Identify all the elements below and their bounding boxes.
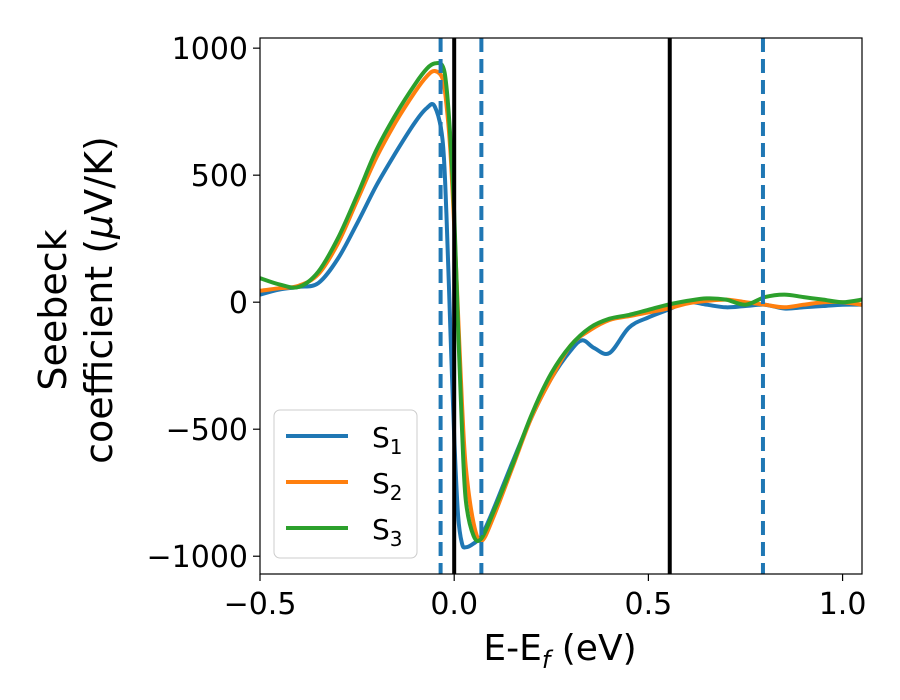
series-layer (260, 61, 862, 550)
y-tick-label: 500 (191, 159, 248, 194)
legend-entry-s2: S2 (286, 467, 403, 505)
y-tick-label: −1000 (147, 540, 248, 575)
legend-label-s1: S1 (372, 421, 403, 459)
legend-entry-s1: S1 (286, 421, 403, 459)
legend-entry-s3: S3 (286, 513, 403, 551)
x-tick-label: −0.5 (224, 587, 297, 622)
y-tick-label: 1000 (172, 32, 248, 67)
x-tick-label: 1.0 (819, 587, 867, 622)
reference-lines (438, 38, 765, 574)
plot-frame (259, 37, 863, 575)
legend-label-s3: S3 (372, 513, 403, 551)
series-line-s3 (260, 61, 862, 543)
y-axis-label-line1: Seebeck (31, 229, 75, 390)
axis-ticks: −0.5 0.0 0.5 1.0 1000 500 0 −500 −1000 (147, 32, 867, 622)
legend-label-s2: S2 (372, 467, 403, 505)
y-axis-label-line2: coefficient (μV/K) (77, 136, 121, 464)
x-axis-label: E-Ef (eV) (483, 628, 636, 674)
y-tick-label: 0 (229, 286, 248, 321)
x-tick-label: 0.5 (625, 587, 673, 622)
x-tick-label: 0.0 (430, 587, 478, 622)
y-tick-label: −500 (166, 413, 248, 448)
legend: S1 S2 S3 (273, 409, 418, 559)
